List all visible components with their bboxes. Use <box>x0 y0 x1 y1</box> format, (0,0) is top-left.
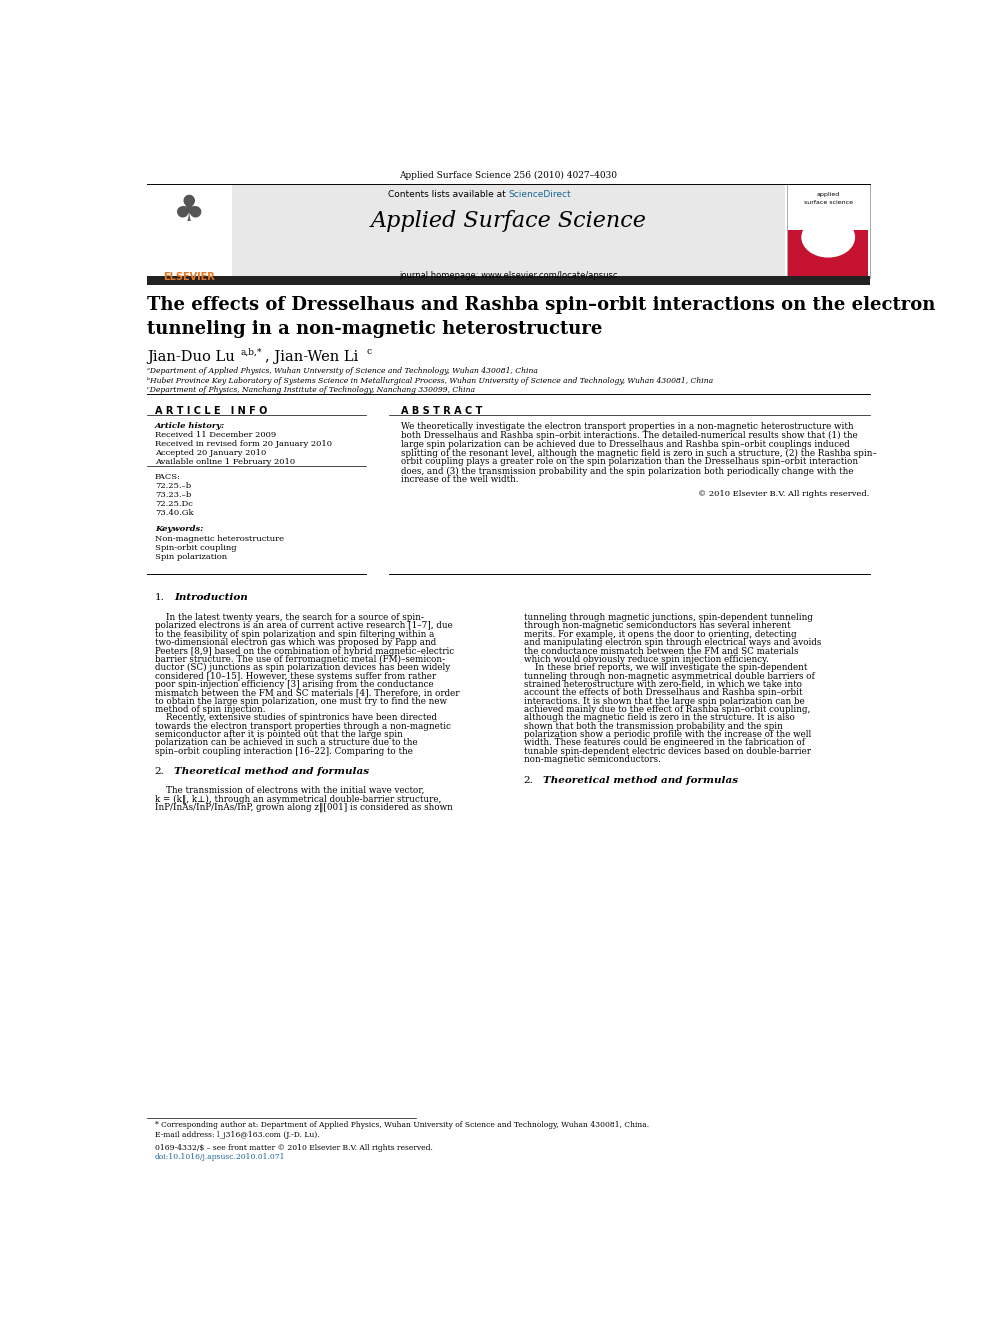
Text: orbit coupling plays a greater role on the spin polarization than the Dresselhau: orbit coupling plays a greater role on t… <box>401 458 858 467</box>
Text: non-magnetic semiconductors.: non-magnetic semiconductors. <box>524 755 661 765</box>
Text: ELSEVIER: ELSEVIER <box>164 271 215 282</box>
Text: to obtain the large spin polarization, one must try to find the new: to obtain the large spin polarization, o… <box>155 697 446 705</box>
Text: 72.25.Dc: 72.25.Dc <box>155 500 192 508</box>
Text: doi:10.1016/j.apsusc.2010.01.071: doi:10.1016/j.apsusc.2010.01.071 <box>155 1154 286 1162</box>
Text: both Dresselhaus and Rashba spin–orbit interactions. The detailed-numerical resu: both Dresselhaus and Rashba spin–orbit i… <box>401 430 857 439</box>
Text: tunneling through non-magnetic asymmetrical double barriers of: tunneling through non-magnetic asymmetri… <box>524 672 814 680</box>
Text: splitting of the resonant level, although the magnetic field is zero in such a s: splitting of the resonant level, althoug… <box>401 448 877 458</box>
Text: achieved mainly due to the effect of Rashba spin–orbit coupling,: achieved mainly due to the effect of Ras… <box>524 705 810 714</box>
Text: We theoretically investigate the electron transport properties in a non-magnetic: We theoretically investigate the electro… <box>401 422 853 430</box>
Bar <box>231 184 786 278</box>
Text: ᶜDepartment of Physics, Nanchang Institute of Technology, Nanchang 330099, China: ᶜDepartment of Physics, Nanchang Institu… <box>147 386 475 394</box>
Text: Applied Surface Science 256 (2010) 4027–4030: Applied Surface Science 256 (2010) 4027–… <box>400 171 617 180</box>
Text: Received in revised form 20 January 2010: Received in revised form 20 January 2010 <box>155 441 331 448</box>
Text: two-dimensional electron gas which was proposed by Papp and: two-dimensional electron gas which was p… <box>155 638 436 647</box>
Text: merits. For example, it opens the door to orienting, detecting: merits. For example, it opens the door t… <box>524 630 797 639</box>
Text: barrier structure. The use of ferromagnetic metal (FM)–semicon-: barrier structure. The use of ferromagne… <box>155 655 444 664</box>
Bar <box>789 230 868 261</box>
Text: poor spin-injection efficiency [3] arising from the conductance: poor spin-injection efficiency [3] arisi… <box>155 680 434 689</box>
Text: * Corresponding author at: Department of Applied Physics, Wuhan University of Sc: * Corresponding author at: Department of… <box>155 1122 649 1130</box>
Text: semiconductor after it is pointed out that the large spin: semiconductor after it is pointed out th… <box>155 730 403 740</box>
Text: Theoretical method and formulas: Theoretical method and formulas <box>543 775 738 785</box>
Text: ᵇHubei Province Key Laboratory of Systems Science in Metallurgical Process, Wuha: ᵇHubei Province Key Laboratory of System… <box>147 377 713 385</box>
Text: increase of the well width.: increase of the well width. <box>401 475 519 484</box>
Text: ♣: ♣ <box>174 194 205 229</box>
Text: tunable spin-dependent electric devices based on double-barrier: tunable spin-dependent electric devices … <box>524 746 810 755</box>
Text: journal homepage: www.elsevier.com/locate/apsusc: journal homepage: www.elsevier.com/locat… <box>399 271 618 280</box>
Text: A R T I C L E   I N F O: A R T I C L E I N F O <box>155 406 267 417</box>
Text: In these brief reports, we will investigate the spin-dependent: In these brief reports, we will investig… <box>524 663 807 672</box>
Text: applied: applied <box>816 192 840 197</box>
Text: 0169-4332/$ – see front matter © 2010 Elsevier B.V. All rights reserved.: 0169-4332/$ – see front matter © 2010 El… <box>155 1144 433 1152</box>
Bar <box>147 184 231 278</box>
Text: ductor (SC) junctions as spin polarization devices has been widely: ductor (SC) junctions as spin polarizati… <box>155 663 450 672</box>
Text: a,b,: a,b, <box>241 347 258 356</box>
Text: polarization can be achieved in such a structure due to the: polarization can be achieved in such a s… <box>155 738 418 747</box>
Text: polarization show a periodic profile with the increase of the well: polarization show a periodic profile wit… <box>524 730 811 740</box>
Text: through non-magnetic semiconductors has several inherent: through non-magnetic semiconductors has … <box>524 622 791 631</box>
Text: PACS:: PACS: <box>155 472 181 480</box>
Text: 73.23.–b: 73.23.–b <box>155 491 191 499</box>
Text: Accepted 20 January 2010: Accepted 20 January 2010 <box>155 448 266 456</box>
Text: strained heterostructure with zero-field, in which we take into: strained heterostructure with zero-field… <box>524 680 802 689</box>
Text: 73.40.Gk: 73.40.Gk <box>155 509 193 517</box>
Text: InP/InAs/InP/InAs/InP, grown along z‖[001] is considered as shown: InP/InAs/InP/InAs/InP, grown along z‖[00… <box>155 802 452 812</box>
Bar <box>789 187 868 230</box>
Bar <box>789 261 868 277</box>
Bar <box>787 184 870 278</box>
Text: The effects of Dresselhaus and Rashba spin–orbit interactions on the electron
tu: The effects of Dresselhaus and Rashba sp… <box>147 296 935 337</box>
Text: © 2010 Elsevier B.V. All rights reserved.: © 2010 Elsevier B.V. All rights reserved… <box>698 491 870 499</box>
Text: shown that both the transmission probability and the spin: shown that both the transmission probabi… <box>524 722 783 730</box>
Text: does, and (3) the transmission probability and the spin polarization both period: does, and (3) the transmission probabili… <box>401 467 853 475</box>
Text: *: * <box>257 347 262 356</box>
Text: c: c <box>367 347 372 356</box>
Text: mismatch between the FM and SC materials [4]. Therefore, in order: mismatch between the FM and SC materials… <box>155 688 459 697</box>
Text: Keywords:: Keywords: <box>155 525 203 533</box>
Text: tunneling through magnetic junctions, spin-dependent tunneling: tunneling through magnetic junctions, sp… <box>524 613 812 622</box>
Text: Received 11 December 2009: Received 11 December 2009 <box>155 431 276 439</box>
Text: In the latest twenty years, the search for a source of spin-: In the latest twenty years, the search f… <box>155 613 424 622</box>
Text: E-mail address: l_j316@163.com (J.-D. Lu).: E-mail address: l_j316@163.com (J.-D. Lu… <box>155 1131 319 1139</box>
Text: Article history:: Article history: <box>155 422 225 430</box>
Text: Non-magnetic heterostructure: Non-magnetic heterostructure <box>155 534 284 542</box>
Text: ScienceDirect: ScienceDirect <box>509 191 571 200</box>
Text: the conductance mismatch between the FM and SC materials: the conductance mismatch between the FM … <box>524 647 799 655</box>
Text: spin–orbit coupling interaction [16–22]. Comparing to the: spin–orbit coupling interaction [16–22].… <box>155 746 413 755</box>
Text: ᵃDepartment of Applied Physics, Wuhan University of Science and Technology, Wuha: ᵃDepartment of Applied Physics, Wuhan Un… <box>147 366 538 374</box>
Text: Theoretical method and formulas: Theoretical method and formulas <box>174 767 369 777</box>
Text: considered [10–15]. However, these systems suffer from rather: considered [10–15]. However, these syste… <box>155 672 435 680</box>
Text: Applied Surface Science: Applied Surface Science <box>370 209 647 232</box>
Text: account the effects of both Dresselhaus and Rashba spin–orbit: account the effects of both Dresselhaus … <box>524 688 803 697</box>
Text: Peeters [8,9] based on the combination of hybrid magnetic–electric: Peeters [8,9] based on the combination o… <box>155 647 454 655</box>
Text: interactions. It is shown that the large spin polarization can be: interactions. It is shown that the large… <box>524 697 805 705</box>
Text: to the feasibility of spin polarization and spin filtering within a: to the feasibility of spin polarization … <box>155 630 434 639</box>
Text: Introduction: Introduction <box>174 593 248 602</box>
Text: Recently, extensive studies of spintronics have been directed: Recently, extensive studies of spintroni… <box>155 713 436 722</box>
Text: towards the electron transport properties through a non-magnetic: towards the electron transport propertie… <box>155 722 450 730</box>
Text: , Jian-Wen Li: , Jian-Wen Li <box>265 351 358 364</box>
Text: Contents lists available at: Contents lists available at <box>388 191 509 200</box>
Text: although the magnetic field is zero in the structure. It is also: although the magnetic field is zero in t… <box>524 713 795 722</box>
Text: The transmission of electrons with the initial wave vector,: The transmission of electrons with the i… <box>155 786 425 795</box>
Text: surface science: surface science <box>804 200 853 205</box>
Ellipse shape <box>802 217 855 258</box>
Text: A B S T R A C T: A B S T R A C T <box>401 406 482 417</box>
Text: method of spin injection.: method of spin injection. <box>155 705 265 714</box>
Text: k = (k‖, k⊥), through an asymmetrical double-barrier structure,: k = (k‖, k⊥), through an asymmetrical do… <box>155 794 441 803</box>
Text: polarized electrons is an area of current active research [1–7], due: polarized electrons is an area of curren… <box>155 622 452 631</box>
Text: Available online 1 February 2010: Available online 1 February 2010 <box>155 458 295 466</box>
Text: 2.: 2. <box>524 775 534 785</box>
Text: Spin-orbit coupling: Spin-orbit coupling <box>155 544 236 552</box>
Text: and manipulating electron spin through electrical ways and avoids: and manipulating electron spin through e… <box>524 638 821 647</box>
Bar <box>147 277 870 284</box>
Text: large spin polarization can be achieved due to Dresselhaus and Rashba spin–orbit: large spin polarization can be achieved … <box>401 439 849 448</box>
Text: 1.: 1. <box>155 593 165 602</box>
Text: which would obviously reduce spin injection efficiency.: which would obviously reduce spin inject… <box>524 655 769 664</box>
Text: 2.: 2. <box>155 767 165 777</box>
Text: width. These features could be engineered in the fabrication of: width. These features could be engineere… <box>524 738 805 747</box>
Text: Jian-Duo Lu: Jian-Duo Lu <box>147 351 235 364</box>
Text: Spin polarization: Spin polarization <box>155 553 227 561</box>
Text: 72.25.–b: 72.25.–b <box>155 482 190 490</box>
